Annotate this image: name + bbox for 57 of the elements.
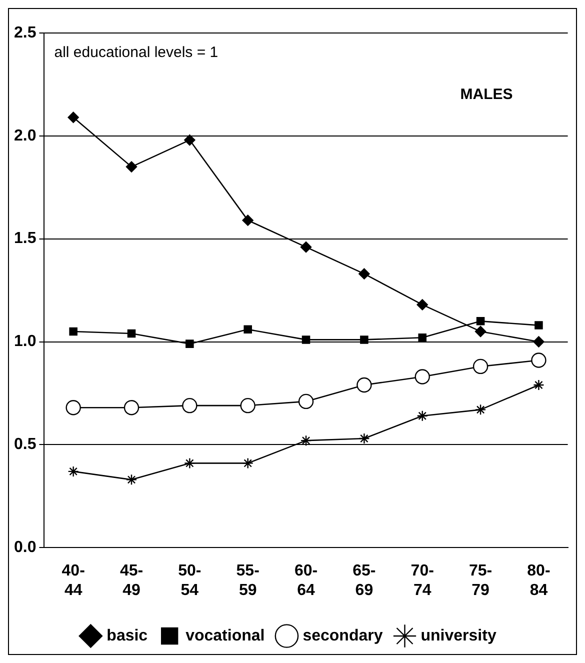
point — [126, 474, 138, 486]
point — [472, 358, 488, 374]
annotation: MALES — [460, 86, 513, 104]
point — [242, 214, 254, 226]
point — [358, 432, 370, 444]
x-tick-label: 55- 59 — [236, 562, 260, 599]
legend-label: secondary — [302, 627, 383, 644]
point — [300, 434, 312, 446]
point — [184, 458, 196, 469]
point — [474, 326, 486, 338]
x-tick-label: 45- 49 — [120, 562, 144, 599]
y-tick-label: 0.5 — [14, 436, 36, 454]
point — [360, 336, 368, 344]
x-tick-label: 80- 84 — [527, 562, 550, 599]
point — [474, 404, 486, 416]
point — [124, 400, 140, 416]
point — [476, 317, 485, 326]
x-tick-label: 75- 79 — [468, 562, 492, 599]
y-tick-label: 0.0 — [14, 539, 36, 556]
point — [127, 329, 136, 338]
point — [531, 352, 546, 368]
point — [69, 327, 78, 336]
point — [66, 400, 81, 416]
point — [416, 299, 428, 310]
point — [534, 321, 543, 330]
y-tick-label: 2.5 — [14, 24, 36, 42]
point — [300, 241, 312, 253]
point — [68, 112, 79, 123]
y-tick-label: 1.0 — [14, 333, 36, 350]
point — [298, 394, 314, 410]
point — [68, 466, 79, 478]
x-tick-label: 65- 69 — [352, 562, 376, 599]
point — [182, 398, 198, 414]
point — [533, 379, 544, 391]
point — [184, 134, 196, 146]
point — [244, 325, 252, 334]
point — [533, 336, 544, 348]
y-tick-label: 1.5 — [14, 230, 36, 248]
legend-label: university — [420, 627, 496, 644]
x-tick-label: 70- 74 — [410, 562, 434, 599]
x-tick-label: 50- 54 — [178, 562, 202, 599]
point — [242, 458, 254, 469]
point — [418, 334, 427, 342]
y-tick-label: 2.0 — [14, 127, 36, 144]
point — [302, 336, 310, 344]
point — [416, 410, 428, 422]
x-tick-label: 40- 44 — [62, 562, 85, 599]
point — [186, 340, 194, 348]
point — [240, 398, 256, 414]
point — [358, 268, 370, 280]
point — [126, 161, 138, 172]
annotation: all educational levels = 1 — [54, 44, 218, 62]
point — [414, 369, 430, 384]
x-tick-label: 60- 64 — [294, 562, 318, 599]
legend-label: basic — [106, 627, 148, 644]
legend-label: vocational — [186, 627, 265, 644]
point — [356, 377, 372, 393]
